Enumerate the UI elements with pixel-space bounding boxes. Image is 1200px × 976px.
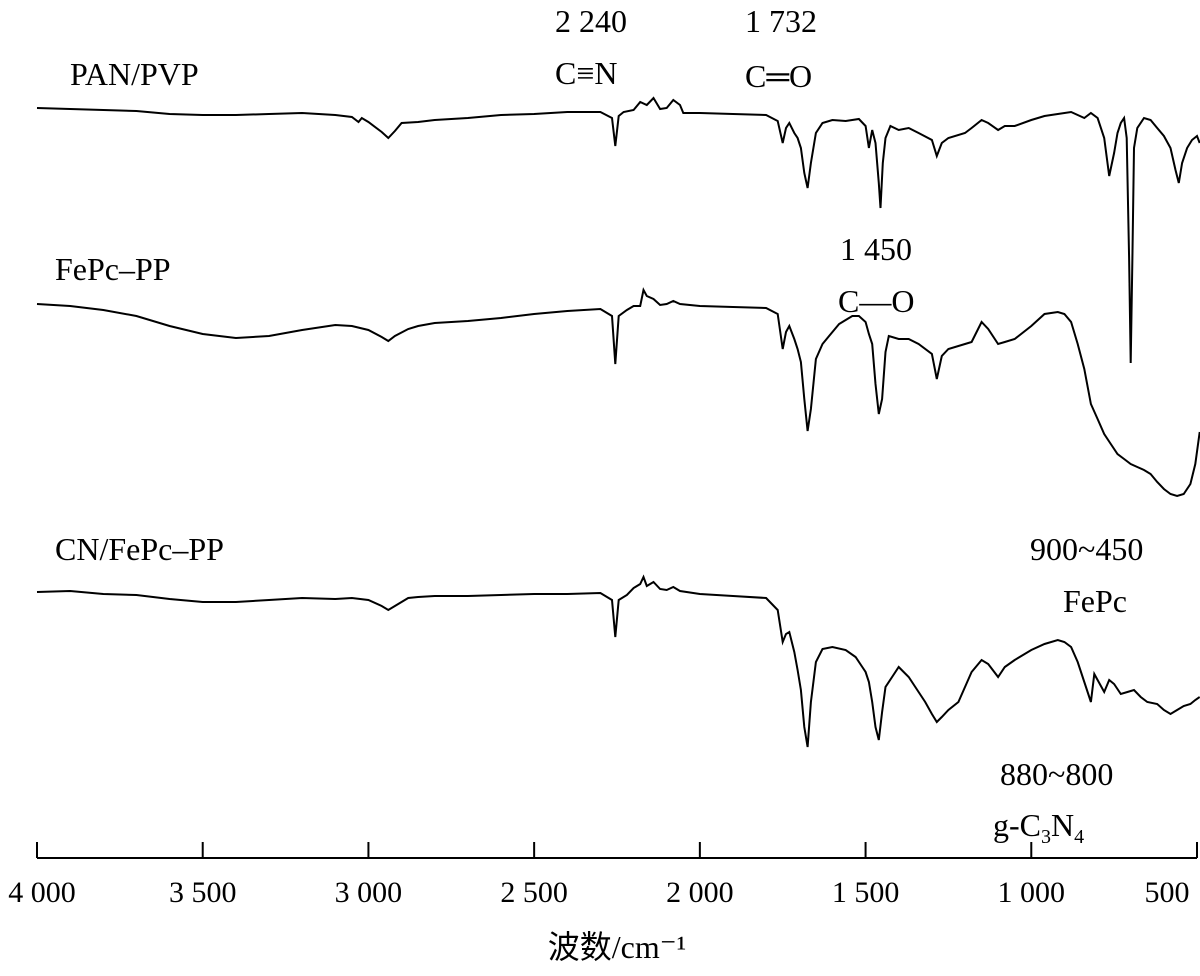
- series-label-fepc-pp: FePc–PP: [55, 251, 171, 287]
- x-tick-label: 3 500: [169, 876, 237, 909]
- annotation-1732-value: 1 732: [745, 3, 817, 39]
- x-tick-label: 500: [1145, 876, 1190, 909]
- x-tick-label: 2 000: [666, 876, 734, 909]
- annotation-1450-value: 1 450: [840, 231, 912, 267]
- annotation-gcn-label: g-C3N4: [993, 807, 1084, 848]
- series-line-pan-pvp: [36, 96, 1200, 364]
- annotation-1732-bond: C═O: [745, 58, 812, 94]
- x-tick-label: 2 500: [500, 876, 568, 909]
- annotation-fepc-label: FePc: [1063, 583, 1127, 619]
- annotation-fepc-range: 900~450: [1030, 531, 1143, 567]
- annotation-2240-value: 2 240: [555, 3, 627, 39]
- annotation-1450-bond: C—O: [838, 283, 914, 319]
- series-line-cn-fepc-pp: [36, 574, 1200, 748]
- series-line-fepc-pp: [36, 287, 1200, 498]
- x-tick-label: 1 000: [998, 876, 1066, 909]
- series-label-pan-pvp: PAN/PVP: [70, 56, 199, 92]
- x-tick-label: 4 000: [8, 876, 76, 909]
- x-axis-ticks: 4 000 3 500 3 000 2 500 2 000 1 500 1 000 500: [8, 842, 1198, 909]
- x-tick-label: 1 500: [832, 876, 900, 909]
- x-tick-label: 3 000: [335, 876, 403, 909]
- annotation-gcn-range: 880~800: [1000, 756, 1113, 792]
- annotation-2240-bond: C≡N: [555, 55, 618, 91]
- series-label-cn-fepc-pp: CN/FePc–PP: [55, 531, 224, 567]
- x-axis-title: 波数/cm⁻¹: [548, 929, 686, 965]
